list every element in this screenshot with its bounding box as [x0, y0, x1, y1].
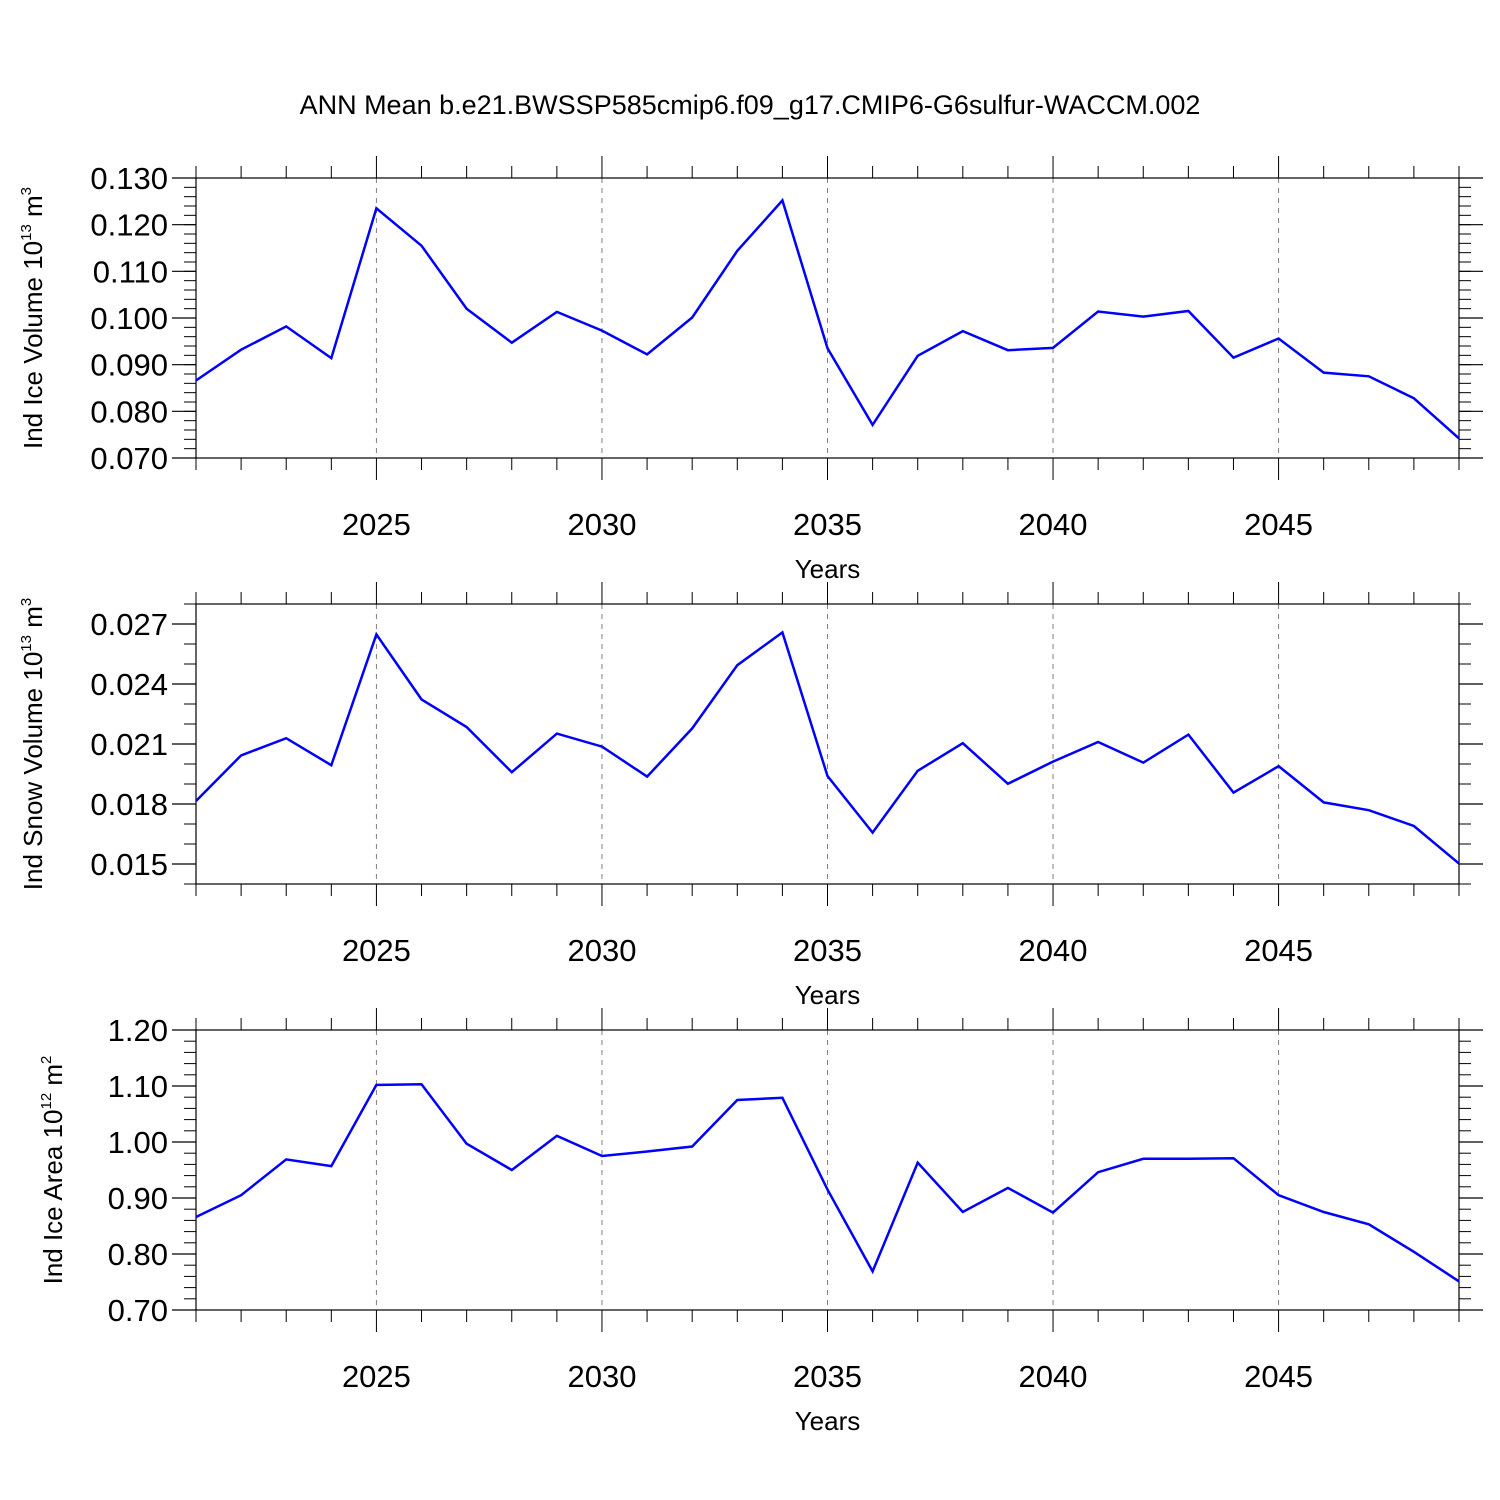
x-tick-label: 2025: [342, 933, 411, 968]
y-tick-label: 0.015: [90, 847, 168, 882]
x-tick-label: 2045: [1244, 1359, 1313, 1394]
x-tick-label: 2040: [1019, 507, 1088, 542]
panel-2: 0.015 0.018 0.021 0.024 0.027 2025 2030 2035 204…: [18, 582, 1483, 1010]
x-axis-label: Years: [795, 980, 861, 1010]
panel-1: 0.070 0.080 0.090 0.100 0.110 0.120 0.130 2025 2…: [18, 156, 1483, 584]
x-tick-label: 2030: [567, 933, 636, 968]
y-tick-label: 1.10: [108, 1069, 168, 1104]
x-tick-label: 2025: [342, 507, 411, 542]
y-axis-label: Ind Ice Volume 1013 m3: [18, 187, 48, 449]
x-tick-label: 2045: [1244, 933, 1313, 968]
y-tick-label: 0.120: [90, 208, 168, 243]
y-tick-label: 0.080: [90, 394, 168, 429]
x-tick-label: 2040: [1019, 933, 1088, 968]
x-tick-label: 2035: [793, 1359, 862, 1394]
y-tick-label: 1.00: [108, 1125, 168, 1160]
y-axis-label: Ind Snow Volume 1013 m3: [18, 598, 48, 890]
y-tick-label: 0.110: [93, 254, 168, 289]
panel-3: 0.70 0.80 0.90 1.00 1.10 1.20 2025 2030 2035 2040…: [38, 1008, 1483, 1436]
y-tick-label: 0.100: [90, 301, 168, 336]
x-axis-label: Years: [795, 1406, 861, 1436]
y-tick-label: 0.80: [108, 1237, 168, 1272]
y-tick-label: 0.027: [90, 607, 168, 642]
series-line: [195, 630, 1460, 865]
y-tick-label: 0.90: [108, 1181, 168, 1216]
figure-title: ANN Mean b.e21.BWSSP585cmip6.f09_g17.CMI…: [300, 90, 1201, 120]
x-tick-label: 2040: [1019, 1359, 1088, 1394]
y-tick-label: 0.070: [90, 441, 168, 476]
y-tick-label: 0.021: [90, 727, 168, 762]
y-axis-label: Ind Ice Area 1012 m2: [38, 1056, 68, 1285]
x-tick-label: 2030: [567, 507, 636, 542]
series-line: [195, 1083, 1460, 1283]
y-tick-label: 0.130: [90, 161, 168, 196]
y-tick-label: 0.090: [90, 348, 168, 383]
y-tick-label: 0.024: [90, 667, 168, 702]
x-tick-label: 2025: [342, 1359, 411, 1394]
y-tick-label: 0.70: [108, 1293, 168, 1328]
x-tick-label: 2045: [1244, 507, 1313, 542]
series-line: [195, 197, 1460, 440]
y-tick-label: 1.20: [108, 1013, 168, 1048]
x-tick-label: 2030: [567, 1359, 636, 1394]
panels: 0.070 0.080 0.090 0.100 0.110 0.120 0.130 2025 2…: [18, 156, 1483, 1436]
x-axis-label: Years: [795, 554, 861, 584]
y-tick-label: 0.018: [90, 787, 168, 822]
x-tick-label: 2035: [793, 507, 862, 542]
x-tick-label: 2035: [793, 933, 862, 968]
